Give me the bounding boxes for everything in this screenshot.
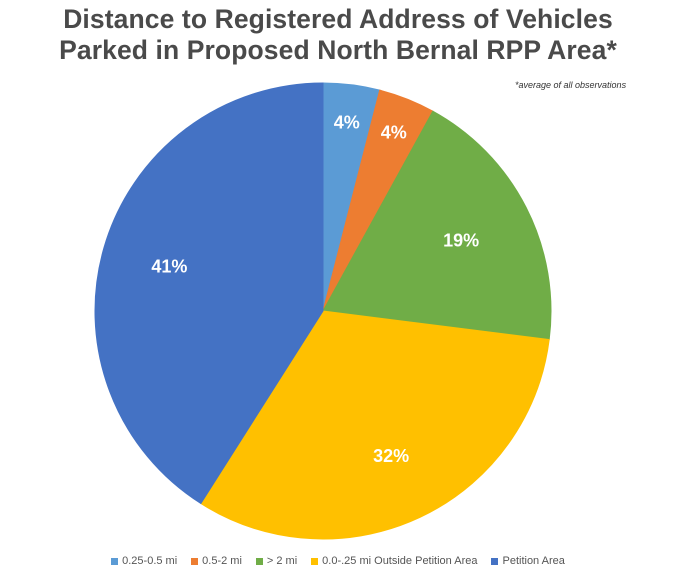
data-label-over-2-mi: 19% <box>443 231 479 251</box>
pie-slice-over-2-mi <box>322 110 552 341</box>
legend-label-0-5-2-mi: 0.5-2 mi <box>202 555 242 567</box>
legend-label-0-0-25-mi-outside-petition-area: 0.0-.25 mi Outside Petition Area <box>322 555 478 567</box>
data-label-petition-area: 41% <box>151 256 187 276</box>
pie-slice-petition-area <box>94 82 324 505</box>
legend-label-petition-area: Petition Area <box>502 555 565 567</box>
legend-item-over-2-mi: > 2 mi <box>255 555 298 567</box>
legend-swatch-0-0-25-mi-outside-petition-area <box>311 557 319 565</box>
legend-item-0-0-25-mi-outside-petition-area: 0.0-.25 mi Outside Petition Area <box>311 555 477 567</box>
chart-title-line-1: Distance to Registered Address of Vehicl… <box>63 4 613 34</box>
legend-label-0-25-0-5-mi: 0.25-0.5 mi <box>122 555 178 567</box>
legend-item-0-5-2-mi: 0.5-2 mi <box>191 555 242 567</box>
pie-slice-0-0-25-mi-outside-petition-area <box>200 310 550 540</box>
legend-swatch-over-2-mi <box>255 557 263 565</box>
data-label-0-25-0-5-mi: 4% <box>334 113 360 133</box>
legend-item-petition-area: Petition Area <box>491 555 565 567</box>
data-label-0-0-25-mi-outside-petition-area: 32% <box>373 446 409 466</box>
legend-swatch-petition-area <box>491 557 499 565</box>
chart-title: Distance to Registered Address of Vehicl… <box>0 4 676 66</box>
legend-item-0-25-0-5-mi: 0.25-0.5 mi <box>111 555 177 567</box>
chart-legend: 0.25-0.5 mi 0.5-2 mi > 2 mi 0.0-.25 mi Outs… <box>0 555 676 567</box>
chart-title-line-2: Parked in Proposed North Bernal RPP Area… <box>59 35 617 65</box>
chart-footnote: *average of all observations <box>515 80 627 90</box>
legend-label-over-2-mi: > 2 mi <box>266 555 298 567</box>
legend-swatch-0-5-2-mi <box>191 557 199 565</box>
data-label-0-5-2-mi: 4% <box>381 123 407 143</box>
legend-swatch-0-25-0-5-mi <box>111 557 119 565</box>
